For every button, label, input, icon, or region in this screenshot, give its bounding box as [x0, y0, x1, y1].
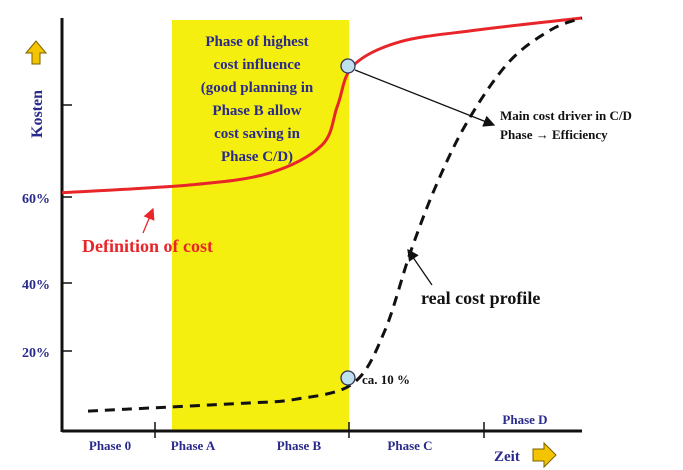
phase-label-c: Phase C — [387, 438, 432, 453]
cost-driver-label-line1: Main cost driver in C/D — [500, 108, 632, 123]
real-cost-arrow — [407, 248, 433, 286]
y-tick-label-60: 60% — [22, 192, 50, 207]
definition-of-cost-label: Definition of cost — [82, 236, 213, 256]
series-real-cost-profile — [87, 16, 583, 413]
phase-label-b: Phase B — [277, 438, 322, 453]
band-annotation-line-4: Phase B allow — [212, 103, 301, 119]
y-tick-label-40: 40% — [22, 278, 50, 293]
band-annotation-line-5: cost saving in — [214, 126, 301, 142]
y-tick-label-20: 20% — [22, 346, 50, 361]
ca-10-label: ca. 10 % — [362, 372, 410, 387]
phase-label-a: Phase A — [171, 438, 216, 453]
y-axis-label: Kosten — [29, 90, 46, 138]
cost-driver-arrow — [354, 69, 496, 127]
series-definition-of-cost — [61, 16, 583, 195]
marker-ca-10 — [340, 370, 356, 386]
cost-driver-label-line2: Phase → Efficiency — [500, 127, 608, 142]
phase-label-0: Phase 0 — [89, 438, 131, 453]
real-cost-profile-label: real cost profile — [421, 288, 540, 308]
band-annotation: Phase of highest cost influence (good plan… — [201, 34, 314, 165]
band-annotation-line-3: (good planning in — [201, 80, 314, 96]
y-axis-arrow-icon — [24, 40, 48, 65]
band-annotation-line-1: Phase of highest — [205, 34, 308, 50]
band-annotation-line-6: Phase C/D) — [221, 149, 293, 165]
definition-arrow — [142, 207, 155, 234]
phase-label-d: Phase D — [502, 412, 547, 427]
band-annotation-line-2: cost influence — [213, 57, 300, 73]
marker-cost-driver — [340, 58, 356, 74]
highlight-band — [172, 20, 349, 430]
x-axis-label: Zeit — [494, 449, 520, 465]
x-axis-arrow-icon — [532, 441, 557, 469]
